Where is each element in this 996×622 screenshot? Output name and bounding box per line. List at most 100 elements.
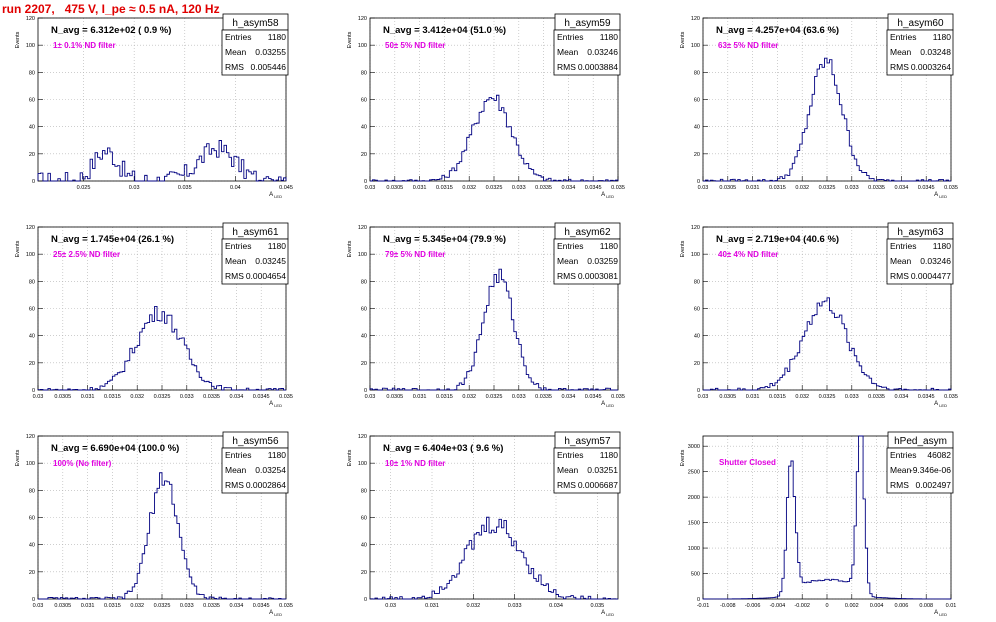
x-tick-label: 0.033 bbox=[845, 394, 859, 400]
x-tick-label: 0.032 bbox=[462, 185, 476, 191]
x-tick-label: 0.0325 bbox=[486, 394, 503, 400]
y-tick-label: 20 bbox=[29, 152, 35, 158]
n-avg-label: N_avg = 6.312e+02 ( 0.9 %) bbox=[51, 25, 171, 36]
x-tick-label: 0.03 bbox=[365, 185, 376, 191]
n-avg-label: N_avg = 3.412e+04 (51.0 %) bbox=[383, 25, 506, 36]
stats-value: 1180 bbox=[600, 450, 619, 460]
x-tick-label: 0.0335 bbox=[203, 603, 220, 609]
stats-value: 0.005446 bbox=[251, 62, 287, 72]
x-tick-label: 0.01 bbox=[946, 603, 957, 609]
y-tick-label: 120 bbox=[358, 225, 367, 231]
stats-value: 1180 bbox=[268, 32, 287, 42]
x-tick-label: 0.0325 bbox=[154, 603, 171, 609]
x-axis-label: A LED bbox=[269, 192, 282, 199]
y-axis-label: Events bbox=[680, 31, 686, 48]
y-tick-label: 120 bbox=[691, 16, 700, 22]
y-tick-label: 3000 bbox=[688, 444, 700, 450]
stats-key: Entries bbox=[557, 241, 583, 251]
stats-key: Mean bbox=[890, 47, 912, 57]
stats-key: Mean bbox=[557, 47, 579, 57]
stats-key: Mean bbox=[557, 465, 579, 475]
x-tick-label: 0.0345 bbox=[585, 185, 602, 191]
stats-key: Entries bbox=[890, 450, 916, 460]
y-axis-label: Events bbox=[347, 240, 353, 257]
x-tick-label: 0.0315 bbox=[769, 185, 786, 191]
y-tick-label: 100 bbox=[26, 461, 35, 467]
y-tick-label: 40 bbox=[361, 543, 367, 549]
y-tick-label: 20 bbox=[29, 361, 35, 367]
stats-value: 0.0002864 bbox=[246, 480, 286, 490]
x-tick-label: 0.0345 bbox=[253, 603, 270, 609]
stats-key: Entries bbox=[557, 450, 583, 460]
histogram-name: h_asym58 bbox=[232, 18, 279, 29]
x-tick-label: 0.04 bbox=[230, 185, 241, 191]
stats-value: 0.002497 bbox=[916, 480, 952, 490]
y-tick-label: 60 bbox=[29, 516, 35, 522]
stats-value: 1180 bbox=[933, 241, 952, 251]
n-avg-label: N_avg = 1.745e+04 (26.1 %) bbox=[51, 234, 174, 245]
y-tick-label: 20 bbox=[694, 361, 700, 367]
y-tick-label: 80 bbox=[361, 488, 367, 494]
x-tick-label: 0.035 bbox=[590, 603, 604, 609]
x-tick-label: 0.0335 bbox=[868, 185, 885, 191]
filter-label: 40± 4% ND filter bbox=[718, 250, 778, 259]
x-tick-label: 0.031 bbox=[413, 185, 427, 191]
y-tick-label: 0 bbox=[697, 597, 700, 603]
y-tick-label: 60 bbox=[29, 98, 35, 104]
x-tick-label: 0.0345 bbox=[585, 394, 602, 400]
y-tick-label: 1000 bbox=[688, 546, 700, 552]
x-tick-label: 0.034 bbox=[549, 603, 563, 609]
histogram-bars-h_asym58 bbox=[37, 140, 287, 182]
y-tick-label: 20 bbox=[361, 570, 367, 576]
y-tick-label: 0 bbox=[697, 388, 700, 394]
run-title: run 2207, 475 V, I_pe ≈ 0.5 nA, 120 Hz bbox=[2, 2, 220, 16]
y-axis-label: Events bbox=[15, 240, 21, 257]
stats-value: 0.03246 bbox=[587, 47, 618, 57]
filter-label: Shutter Closed bbox=[719, 458, 776, 467]
x-tick-label: 0.03 bbox=[698, 185, 709, 191]
y-tick-label: 60 bbox=[694, 98, 700, 104]
stats-key: RMS bbox=[890, 480, 909, 490]
histogram-pad-h_asym58: 0.025 0.03 0.035 0.04 0.045 0 20 40 60 80 100 120 Ev… bbox=[15, 13, 293, 199]
y-axis-label: Events bbox=[15, 449, 21, 466]
stats-value: 46082 bbox=[927, 450, 951, 460]
x-tick-label: 0.0305 bbox=[386, 185, 403, 191]
x-tick-label: 0.0315 bbox=[769, 394, 786, 400]
histogram-pad-hPed_asym: -0.01 -0.008 -0.006 -0.004 -0.002 0 0.002 0.004… bbox=[680, 431, 957, 617]
x-axis-label: A LED bbox=[601, 610, 614, 617]
histogram-name: h_asym56 bbox=[232, 436, 279, 447]
x-tick-label: 0.0325 bbox=[486, 185, 503, 191]
x-tick-label: 0.045 bbox=[279, 185, 293, 191]
x-tick-label: 0.0315 bbox=[104, 603, 121, 609]
y-axis-label: Events bbox=[347, 31, 353, 48]
stats-value: 0.03255 bbox=[255, 47, 286, 57]
x-tick-label: 0.034 bbox=[895, 185, 909, 191]
x-tick-label: 0.03 bbox=[129, 185, 140, 191]
x-axis-label: A LED bbox=[269, 401, 282, 408]
filter-label: 25± 2.5% ND filter bbox=[53, 250, 120, 259]
x-tick-label: 0.0315 bbox=[436, 185, 453, 191]
y-tick-label: 60 bbox=[361, 98, 367, 104]
x-tick-label: 0.032 bbox=[130, 394, 144, 400]
y-tick-label: 0 bbox=[364, 179, 367, 185]
n-avg-label: N_avg = 6.404e+03 ( 9.6 %) bbox=[383, 443, 503, 454]
stats-key: RMS bbox=[557, 62, 576, 72]
y-tick-label: 80 bbox=[29, 488, 35, 494]
histogram-name: h_asym57 bbox=[564, 436, 611, 447]
stats-key: Entries bbox=[557, 32, 583, 42]
x-tick-label: 0.031 bbox=[746, 394, 760, 400]
stats-value: 0.0003081 bbox=[578, 271, 618, 281]
stats-key: RMS bbox=[225, 271, 244, 281]
x-tick-label: 0.032 bbox=[466, 603, 480, 609]
x-tick-label: 0.035 bbox=[944, 394, 958, 400]
y-tick-label: 20 bbox=[29, 570, 35, 576]
n-avg-label: N_avg = 6.690e+04 (100.0 %) bbox=[51, 443, 179, 454]
x-tick-label: 0.032 bbox=[130, 603, 144, 609]
stats-value: 1180 bbox=[600, 241, 619, 251]
x-tick-label: 0.035 bbox=[611, 185, 625, 191]
x-tick-label: 0.0335 bbox=[868, 394, 885, 400]
x-tick-label: 0.033 bbox=[508, 603, 522, 609]
filter-label: 10± 1% ND filter bbox=[385, 459, 445, 468]
filter-label: 100% (No filter) bbox=[53, 459, 112, 468]
n-avg-label: N_avg = 2.719e+04 (40.6 %) bbox=[716, 234, 839, 245]
